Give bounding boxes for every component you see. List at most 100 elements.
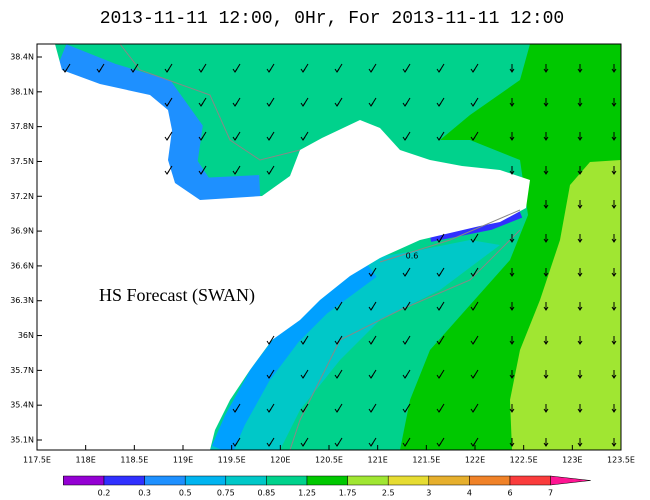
- arrow-head: [543, 136, 549, 141]
- arrow-head: [577, 374, 583, 379]
- x-tick-label: 117.5E: [23, 456, 51, 465]
- arrow-head: [509, 442, 515, 447]
- arrow-head: [368, 68, 374, 73]
- arrow-head: [436, 374, 442, 379]
- arrow-head: [402, 68, 408, 73]
- arrow-head: [577, 272, 583, 277]
- arrow-head: [436, 408, 442, 413]
- colorbar-cell: [266, 475, 308, 486]
- arrow-head: [300, 374, 306, 379]
- band-25: [510, 160, 621, 450]
- arrow-head: [577, 408, 583, 413]
- contour-label: 0.6: [406, 252, 419, 261]
- arrow-head: [509, 102, 515, 107]
- arrow-head: [509, 170, 515, 175]
- arrow-head: [232, 442, 238, 447]
- arrow-head: [198, 102, 204, 107]
- arrow-head: [198, 170, 204, 175]
- arrow-head: [470, 272, 476, 277]
- arrow-head: [402, 136, 408, 141]
- arrow-head: [368, 306, 374, 311]
- title: 2013-11-11 12:00, 0Hr, For 2013-11-11 12…: [100, 9, 564, 29]
- colorbar-cell: [225, 475, 267, 486]
- arrow-head: [164, 170, 170, 175]
- arrow-head: [611, 136, 617, 141]
- colorbar-label: 2.5: [382, 489, 395, 498]
- colorbar-label: 0.2: [98, 489, 111, 498]
- arrow-head: [577, 238, 583, 243]
- arrow-head: [96, 68, 102, 73]
- arrow-head: [164, 102, 170, 107]
- y-tick-label: 37.5N: [10, 157, 34, 166]
- y-tick-label: 37.8N: [10, 122, 34, 131]
- arrow-head: [436, 442, 442, 447]
- arrow-head: [577, 340, 583, 345]
- y-tick-label: 36.6N: [10, 261, 34, 270]
- arrow-head: [198, 136, 204, 141]
- arrow-head: [509, 340, 515, 345]
- colorbar-label: 1.25: [298, 489, 316, 498]
- colorbar-cell: [469, 475, 511, 486]
- arrow-head: [436, 136, 442, 141]
- plot: 0.6: [37, 44, 621, 450]
- colorbar-label: 0.75: [217, 489, 235, 498]
- colorbar-cell: [306, 475, 348, 486]
- arrow-head: [368, 442, 374, 447]
- arrow-head: [611, 272, 617, 277]
- band-085: [210, 240, 500, 450]
- arrow-head: [470, 306, 476, 311]
- arrow-head: [509, 408, 515, 413]
- y-tick-label: 38.1N: [10, 87, 34, 96]
- arrow-head: [300, 136, 306, 141]
- x-tick-label: 119.5E: [218, 456, 246, 465]
- arrow-head: [164, 136, 170, 141]
- arrow-head: [130, 68, 136, 73]
- arrow-head: [543, 374, 549, 379]
- arrow-head: [509, 68, 515, 73]
- arrow-head: [470, 136, 476, 141]
- arrow-head: [470, 238, 476, 243]
- y-tick-label: 38.4N: [10, 53, 34, 62]
- arrow-head: [470, 408, 476, 413]
- arrow-head: [543, 68, 549, 73]
- arrow-head: [543, 204, 549, 209]
- arrow-head: [543, 408, 549, 413]
- arrow-head: [436, 340, 442, 345]
- arrow-head: [300, 442, 306, 447]
- arrow-head: [402, 408, 408, 413]
- x-tick-label: 119E: [173, 456, 193, 465]
- arrow-head: [402, 272, 408, 277]
- arrow-head: [300, 408, 306, 413]
- colorbar-cell: [103, 475, 145, 486]
- arrow-head: [368, 408, 374, 413]
- arrow-head: [232, 68, 238, 73]
- arrow-head: [543, 442, 549, 447]
- arrow-head: [266, 68, 272, 73]
- arrow-head: [198, 68, 204, 73]
- arrow-head: [611, 408, 617, 413]
- arrow-head: [232, 408, 238, 413]
- x-tick-label: 118.5E: [120, 456, 148, 465]
- arrow-head: [543, 272, 549, 277]
- arrow-head: [232, 170, 238, 175]
- colorbar-cell: [428, 475, 470, 486]
- arrow-head: [509, 238, 515, 243]
- arrow-head: [300, 340, 306, 345]
- arrow-head: [334, 340, 340, 345]
- arrow-head: [62, 68, 68, 73]
- arrow-head: [436, 102, 442, 107]
- y-tick-label: 35.1N: [10, 436, 34, 445]
- arrow-head: [334, 102, 340, 107]
- arrow-head: [611, 306, 617, 311]
- colorbar-label: 7: [548, 489, 553, 498]
- bay-band: [53, 44, 261, 213]
- arrow-head: [164, 68, 170, 73]
- arrow-head: [470, 68, 476, 73]
- arrow-head: [266, 136, 272, 141]
- arrow-head: [368, 374, 374, 379]
- arrow-head: [577, 102, 583, 107]
- arrow-head: [577, 306, 583, 311]
- arrow-head: [402, 374, 408, 379]
- arrow-head: [470, 102, 476, 107]
